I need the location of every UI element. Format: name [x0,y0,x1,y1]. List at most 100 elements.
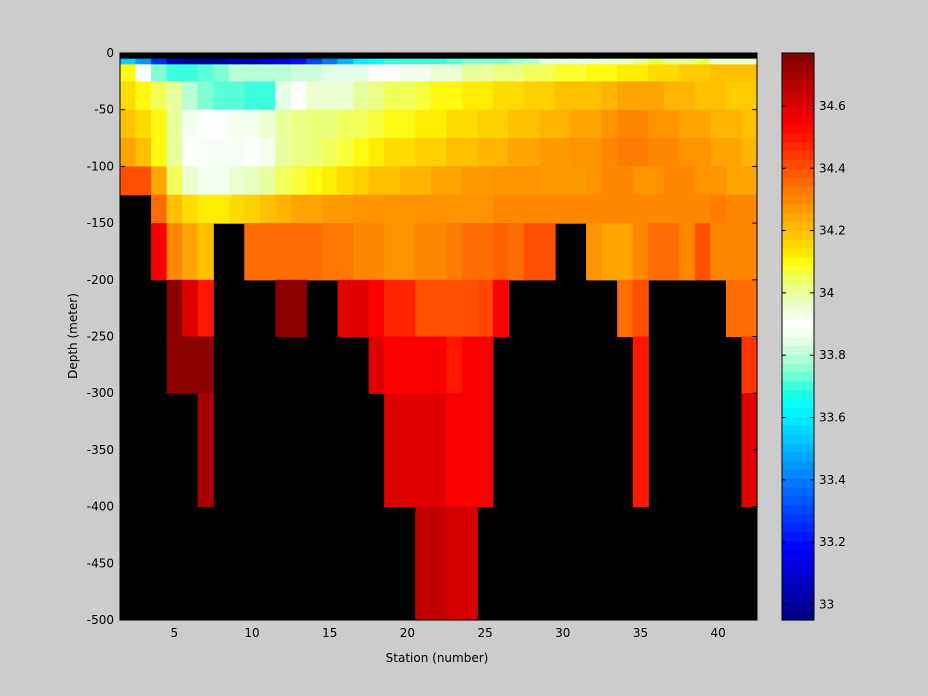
heatmap-cell [399,138,416,167]
heatmap-cell [586,138,603,167]
heatmap-cell [259,138,276,167]
heatmap-cell [321,194,339,224]
heatmap-cell [570,166,587,196]
heatmap-cell [663,223,680,281]
colorbar-swatch [782,230,814,240]
heatmap-cell [213,194,230,224]
heatmap-cell [725,58,743,65]
heatmap-cell [337,279,354,338]
heatmap-cell [430,194,447,224]
colorbar-swatch [782,256,814,267]
colorbar-swatch [782,274,814,284]
colorbar-tick-label: 33.4 [819,473,846,487]
heatmap-cell [399,109,416,139]
heatmap-cell [555,58,572,65]
heatmap-cell [601,109,618,139]
colorbar-swatch [782,301,814,311]
colorbar-axis: 33 33.2 33.4 33.6 33.8 34 34.2 34.4 34.6 [782,99,846,611]
heatmap-cell [477,194,494,224]
x-axis-label: Station (number) [386,651,489,665]
heatmap-cell [182,81,199,111]
heatmap-cell [151,138,168,167]
heatmap-cell [741,58,758,65]
colorbar-swatch [782,97,814,107]
heatmap-cell [197,138,214,167]
heatmap-cell [555,64,572,82]
heatmap-cell [415,166,432,196]
heatmap-cell [275,58,292,65]
heatmap-cell [632,109,649,139]
colorbar-swatch [782,611,814,621]
heatmap-cell [228,109,245,139]
heatmap-cell [430,109,447,139]
heatmap-cell [368,166,385,196]
heatmap-cell [694,81,711,111]
heatmap-cell [430,279,447,338]
heatmap-cell [694,109,711,139]
heatmap-cell [601,166,618,196]
heatmap-cell [399,223,416,281]
colorbar-swatch [782,371,814,382]
heatmap-cell [399,336,416,394]
colorbar-swatch [782,487,814,497]
heatmap-cell [694,223,711,281]
heatmap-cell [741,81,758,111]
heatmap-cell [539,109,556,139]
heatmap-cell [710,166,727,196]
heatmap-cell [353,109,370,139]
heatmap-cell [290,58,308,65]
heatmap-cell [135,138,152,167]
heatmap-cell [197,109,214,139]
heatmap-cell [570,109,587,139]
heatmap-cell [508,64,525,82]
heatmap-cell [228,194,245,224]
colorbar-swatch [782,575,814,586]
heatmap-cell [477,393,494,508]
heatmap-cell [337,194,354,224]
heatmap-cell [555,81,572,111]
colorbar-swatch [782,318,814,329]
heatmap-cell [415,109,432,139]
heatmap-cell [213,81,230,111]
heatmap-cell [415,194,432,224]
heatmap-cell [477,81,494,111]
heatmap-cell [663,58,680,65]
heatmap-cell [166,194,183,224]
heatmap-cell [741,138,758,167]
heatmap-cell [679,81,696,111]
heatmap-cell [741,194,758,224]
heatmap-cell [679,223,696,281]
heatmap-cell [617,223,634,281]
heatmap-cell [182,64,199,82]
heatmap-cell [306,109,323,139]
heatmap-cell [368,81,385,111]
y-tick-label: -300 [87,386,114,400]
heatmap-cell [259,109,276,139]
heatmap-cell [430,138,447,167]
heatmap-cell [384,64,401,82]
colorbar-swatch [782,389,814,400]
heatmap-cells [120,58,758,621]
heatmap-cell [539,81,556,111]
heatmap-cell [275,109,292,139]
heatmap-cell [182,194,199,224]
heatmap-cell [508,138,525,167]
heatmap-cell [446,138,463,167]
heatmap-cell [694,58,711,65]
colorbar-swatch [782,159,814,169]
colorbar-swatch [782,283,814,293]
x-tick-label: 5 [171,626,179,640]
heatmap-cell [617,194,634,224]
colorbar-swatch [782,141,814,152]
x-tick-label: 10 [244,626,259,640]
heatmap-cell [632,138,649,167]
heatmap-cell [399,194,416,224]
heatmap-cell [648,138,665,167]
heatmap-cell [415,336,432,394]
heatmap-cell [135,166,152,196]
colorbar-swatch [782,602,814,612]
heatmap-cell [197,194,214,224]
heatmap-cell [306,64,323,82]
heatmap-cell [275,81,292,111]
heatmap-cell [741,279,758,338]
